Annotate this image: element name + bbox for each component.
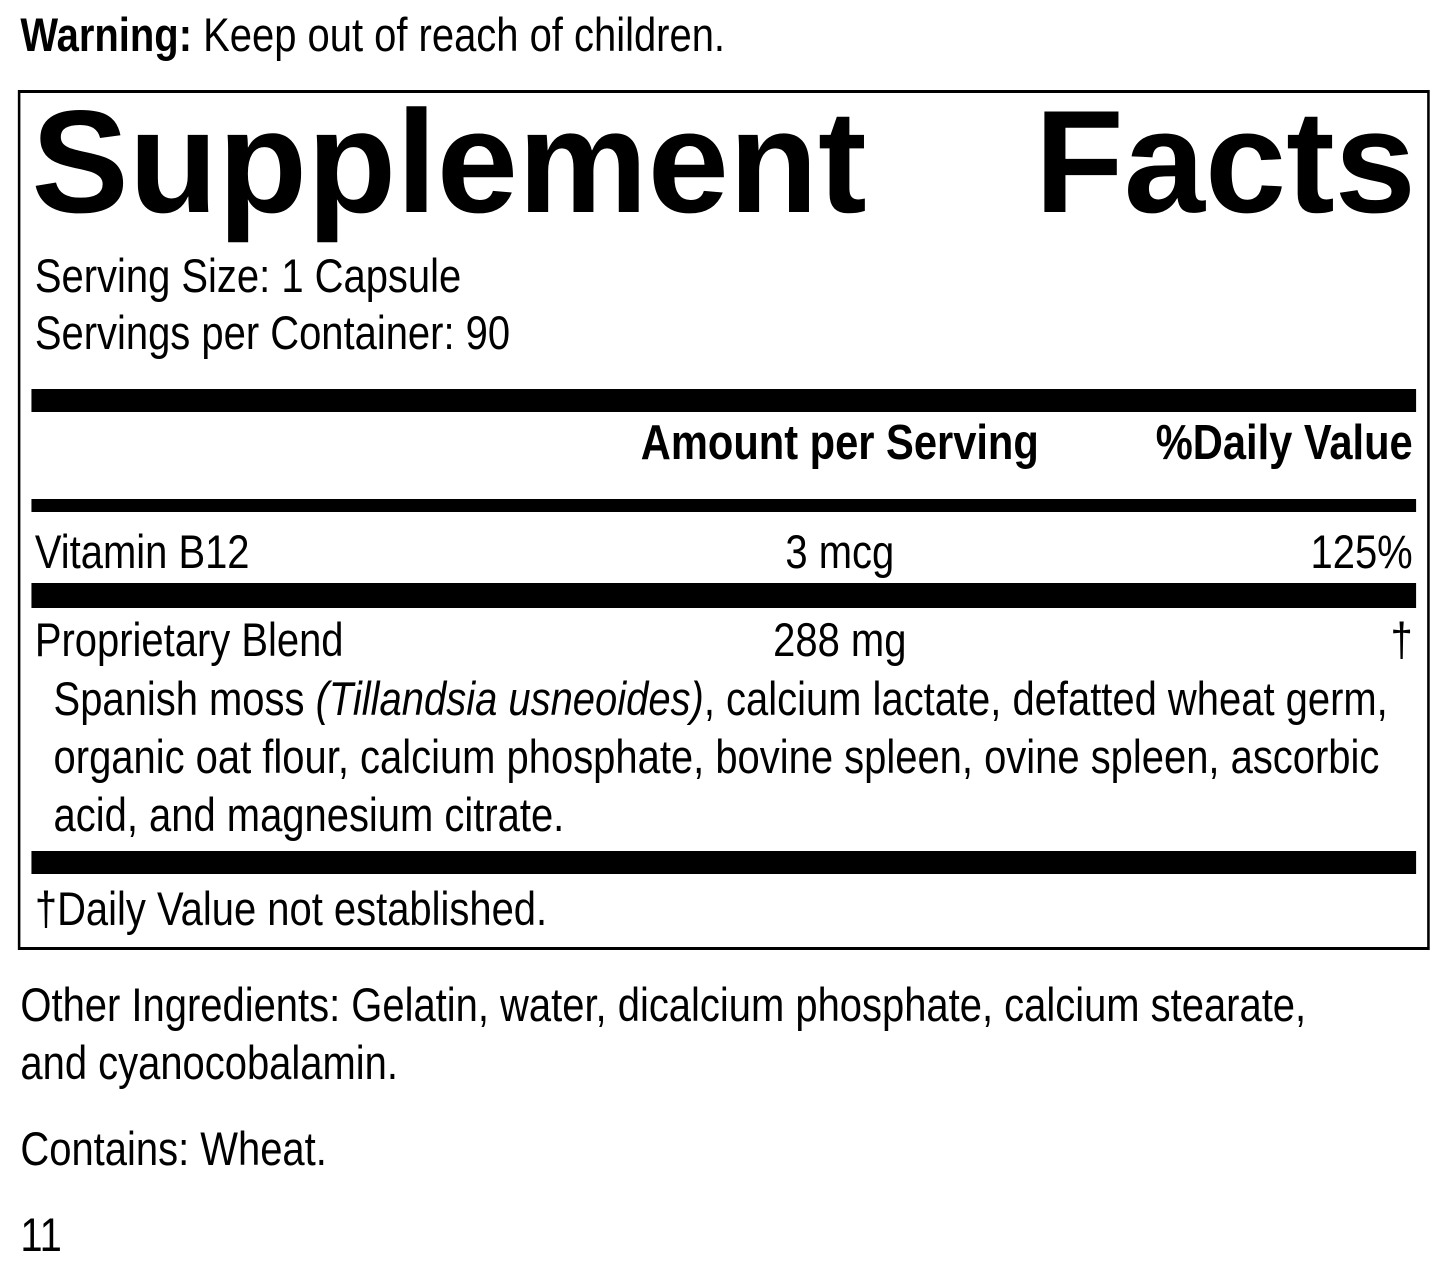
other-ingredients: Other Ingredients: Gelatin, water, dical… xyxy=(20,976,1424,1092)
divider-thin xyxy=(31,499,1417,512)
nutrient-daily-value-dagger: † xyxy=(1390,613,1413,666)
blend-latin-name: (Tillandsia usneoides) xyxy=(315,672,704,725)
blend-text-pre: Spanish moss xyxy=(53,672,316,725)
nutrient-name: Vitamin B12 xyxy=(34,525,250,578)
blend-description: Spanish moss (Tillandsia usneoides), cal… xyxy=(31,668,1416,844)
amount-per-serving-header: Amount per Serving xyxy=(640,416,1039,470)
other-ingredients-line-2: and cyanocobalamin. xyxy=(20,1036,398,1089)
divider-thick-middle xyxy=(31,583,1417,608)
warning-text: Keep out of reach of children. xyxy=(192,8,726,61)
supplement-facts-panel: Supplement Facts Serving Size: 1 Capsule… xyxy=(17,89,1430,950)
nutrient-amount: 288 mg xyxy=(773,613,907,666)
divider-thick-bottom xyxy=(31,851,1417,874)
nutrient-amount: 3 mcg xyxy=(785,525,895,578)
blend-description-line-1: Spanish moss (Tillandsia usneoides), cal… xyxy=(54,670,1413,728)
panel-title: Supplement Facts xyxy=(31,89,1415,235)
blend-text-post: , calcium lactate, defatted wheat germ, xyxy=(703,672,1388,725)
blend-description-line-3: acid, and magnesium citrate. xyxy=(53,788,565,841)
title-word-facts: Facts xyxy=(1034,80,1416,243)
page-number: 11 xyxy=(20,1208,62,1261)
daily-value-footnote: †Daily Value not established. xyxy=(34,882,548,935)
nutrient-daily-value: 125% xyxy=(1310,525,1413,578)
warning-statement: Warning: Keep out of reach of children. xyxy=(0,0,1445,64)
warning-label: Warning: xyxy=(20,8,193,61)
daily-value-header: %Daily Value xyxy=(1155,416,1413,470)
servings-per-container: Servings per Container: 90 xyxy=(34,306,511,359)
contains-statement: Contains: Wheat. xyxy=(20,1122,327,1175)
nutrient-name: Proprietary Blend xyxy=(34,613,344,666)
divider-thick-top xyxy=(31,389,1417,412)
other-ingredients-line-1: Other Ingredients: Gelatin, water, dical… xyxy=(20,978,1307,1031)
blend-description-line-2: organic oat flour, calcium phosphate, bo… xyxy=(53,730,1380,783)
nutrient-row-proprietary-blend: Proprietary Blend 288 mg † xyxy=(31,608,1416,668)
nutrient-row-vitamin-b12: Vitamin B12 3 mcg 125% xyxy=(31,512,1416,583)
title-word-supplement: Supplement xyxy=(31,80,867,243)
serving-size: Serving Size: 1 Capsule xyxy=(34,249,462,302)
column-header-row: Amount per Serving %Daily Value xyxy=(31,412,1416,499)
